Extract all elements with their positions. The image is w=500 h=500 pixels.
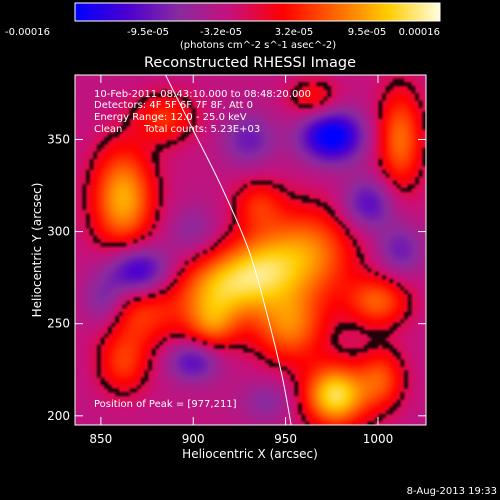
colorbar-unit-label: (photons cm^-2 s^-1 asec^-2) (180, 40, 336, 51)
plot-frame (74, 74, 427, 426)
colorbar (74, 2, 441, 22)
heatmap-image (75, 75, 426, 425)
x-tick-label: 950 (274, 432, 297, 446)
y-tick-label: 300 (47, 225, 70, 239)
annotation-detectors: Detectors: 4F 5F 6F 7F 8F, Att 0 (94, 100, 253, 111)
x-axis-ticks: 850 900 950 1000 (89, 75, 393, 446)
colorbar-tick-label: -9.5e-05 (127, 27, 169, 38)
y-tick-label: 200 (47, 409, 70, 423)
colorbar-tick-label: 0.00016 (399, 27, 440, 38)
annotation-peak-position: Position of Peak = [977,211] (94, 399, 237, 410)
annotation-time-range: 10-Feb-2011 08:43:10.000 to 08:48:20.000 (94, 89, 311, 100)
annotation-algorithm: Clean (94, 124, 122, 135)
y-axis-ticks: 200 250 300 350 (47, 132, 426, 423)
solar-limb-line (165, 75, 292, 425)
x-tick-label: 850 (89, 432, 112, 446)
chart-title: Reconstructed RHESSI Image (144, 55, 356, 71)
footer-date: 8-Aug-2013 19:33 (407, 486, 497, 497)
x-tick-label: 900 (182, 432, 205, 446)
colorbar-tick-labels: -0.00016 -9.5e-05 -3.2e-05 3.2e-05 9.5e-05 0.… (5, 27, 440, 38)
colorbar-tick-label: -0.00016 (5, 27, 50, 38)
colorbar-tick-label: -3.2e-05 (200, 27, 242, 38)
annotation-total-counts: Total counts: 5.23E+03 (143, 124, 260, 135)
annotation-energy-range: Energy Range: 12.0 - 25.0 keV (94, 112, 247, 123)
x-tick-label: 1000 (363, 432, 394, 446)
y-tick-label: 250 (47, 317, 70, 331)
x-axis-label: Heliocentric X (arcsec) (182, 447, 318, 461)
colorbar-tick-label: 9.5e-05 (348, 27, 386, 38)
y-tick-label: 350 (47, 132, 70, 146)
y-axis-label: Heliocentric Y (arcsec) (30, 183, 44, 318)
colorbar-tick-label: 3.2e-05 (275, 27, 313, 38)
